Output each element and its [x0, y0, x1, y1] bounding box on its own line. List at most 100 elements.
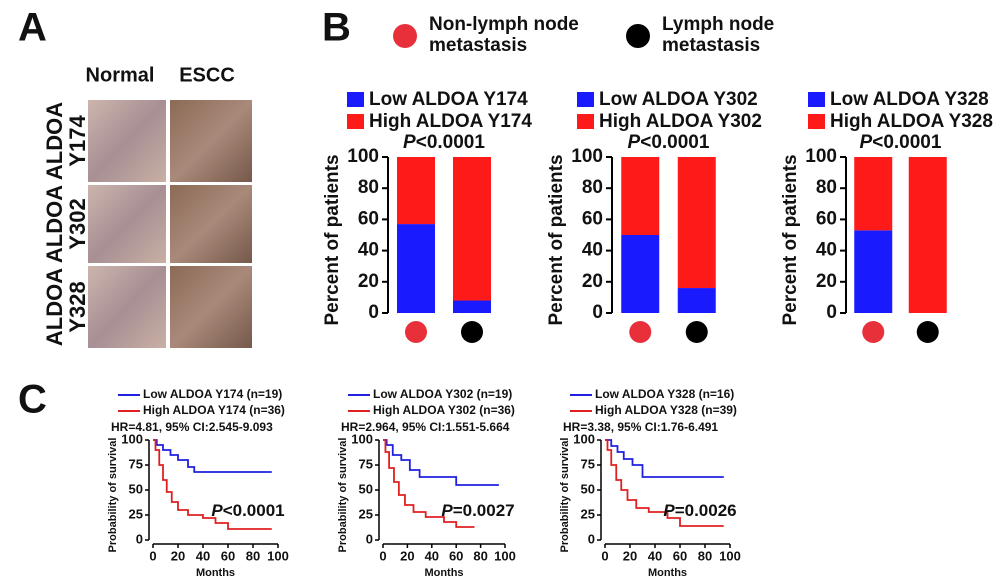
- legend-marker: [393, 24, 417, 48]
- p-value: P=0.0027: [441, 501, 514, 520]
- legend-label: Low ALDOA Y328: [830, 89, 989, 110]
- p-symbol: P: [211, 501, 223, 520]
- x-tick-label: 20: [171, 548, 185, 563]
- y-tick-label: 40: [358, 240, 379, 261]
- legend-label: metastasis: [429, 35, 527, 56]
- y-tick-label: 75: [359, 456, 373, 471]
- x-axis-label: Months: [424, 567, 463, 579]
- y-axis-label: Probability of survival: [107, 438, 119, 553]
- legend-label: High ALDOA Y328: [830, 111, 993, 132]
- category-marker: [862, 321, 885, 343]
- p-text: <0.0001: [416, 132, 486, 153]
- survival-curve: [383, 439, 475, 528]
- y-tick-label: 100: [121, 431, 143, 446]
- x-tick-label: 20: [400, 548, 414, 563]
- legend-label: High ALDOA Y302 (n=36): [373, 403, 515, 417]
- x-tick-label: 0: [379, 548, 386, 563]
- p-symbol: P: [403, 132, 416, 153]
- y-axis-label: Percent of patients: [546, 154, 567, 325]
- legend-label: Low ALDOA Y302 (n=19): [373, 387, 512, 401]
- y-tick-label: 20: [816, 271, 837, 292]
- ihc-image: [170, 100, 252, 182]
- legend-swatch: [347, 92, 364, 107]
- y-tick-label: 0: [368, 302, 379, 323]
- y-tick-label: 0: [588, 531, 595, 546]
- x-tick-label: 100: [719, 548, 741, 563]
- legend-label: metastasis: [662, 35, 760, 56]
- x-tick-label: 100: [267, 548, 289, 563]
- y-axis-label: Probability of survival: [559, 438, 571, 553]
- legend-swatch: [577, 114, 594, 129]
- bar-segment: [854, 157, 893, 231]
- x-tick-label: 100: [494, 548, 516, 563]
- row-label: Y302: [65, 198, 90, 249]
- bar-segment: [621, 235, 660, 313]
- survival-curve: [605, 439, 724, 527]
- bar-segment: [397, 224, 435, 313]
- p-value: P<0.0001: [628, 132, 710, 153]
- legend-label: Non-lymph node: [429, 14, 579, 35]
- x-tick-label: 60: [221, 548, 235, 563]
- y-axis-label: Percent of patients: [322, 154, 343, 325]
- x-tick-label: 60: [449, 548, 463, 563]
- hr-annotation: HR=4.81, 95% CI:2.545-9.093: [111, 420, 273, 434]
- x-tick-label: 80: [473, 548, 487, 563]
- ihc-image: [88, 100, 166, 182]
- p-symbol: P: [663, 501, 675, 520]
- ihc-images: [88, 100, 252, 348]
- y-tick-label: 20: [358, 271, 379, 292]
- bar-segment: [453, 157, 491, 301]
- p-text: =0.0027: [453, 501, 515, 520]
- legend-swatch: [808, 114, 825, 129]
- legend-swatch: [577, 92, 594, 107]
- category-marker: [685, 321, 708, 343]
- legend-label: Low ALDOA Y174 (n=19): [143, 387, 282, 401]
- p-symbol: P: [441, 501, 453, 520]
- y-tick-label: 80: [358, 177, 379, 198]
- y-tick-label: 40: [582, 240, 603, 261]
- survival-curve: [383, 439, 499, 486]
- ihc-image: [170, 185, 252, 263]
- panel-label: A: [18, 6, 47, 50]
- p-symbol: P: [860, 132, 873, 153]
- legend-label: Lymph node: [662, 14, 774, 35]
- legend-swatch: [808, 92, 825, 107]
- y-tick-label: 20: [582, 271, 603, 292]
- x-axis-label: Months: [196, 567, 235, 579]
- row-label: ALDOA: [42, 102, 67, 180]
- y-tick-label: 50: [359, 481, 373, 496]
- bar-segment: [677, 288, 716, 313]
- y-tick-label: 0: [592, 302, 603, 323]
- hr-annotation: HR=3.38, 95% CI:1.76-6.491: [563, 420, 718, 434]
- y-tick-label: 60: [816, 208, 837, 229]
- legend-label: Low ALDOA Y328 (n=16): [595, 387, 734, 401]
- survival-curve: [605, 439, 724, 478]
- y-axis-label: Probability of survival: [337, 438, 349, 553]
- bar-segment: [854, 230, 893, 313]
- y-tick-label: 25: [129, 506, 143, 521]
- x-tick-label: 40: [425, 548, 439, 563]
- x-tick-label: 60: [673, 548, 687, 563]
- y-tick-label: 100: [573, 431, 595, 446]
- p-text: <0.0001: [223, 501, 285, 520]
- y-tick-label: 0: [826, 302, 837, 323]
- legend-label: Low ALDOA Y302: [599, 89, 758, 110]
- bar-segment: [908, 157, 947, 313]
- y-tick-label: 50: [129, 481, 143, 496]
- p-value: P=0.0026: [663, 501, 736, 520]
- y-tick-label: 75: [581, 456, 595, 471]
- p-text: <0.0001: [640, 132, 710, 153]
- category-marker: [405, 321, 427, 343]
- category-marker: [629, 321, 652, 343]
- y-tick-label: 50: [581, 481, 595, 496]
- y-tick-label: 100: [571, 146, 603, 167]
- ihc-image: [88, 266, 166, 348]
- x-axis-label: Months: [648, 567, 687, 579]
- column-label: ESCC: [179, 64, 235, 86]
- survival-curve: [153, 439, 272, 530]
- legend-label: High ALDOA Y328 (n=39): [595, 403, 737, 417]
- row-label: Y174: [65, 115, 90, 167]
- panel-label: C: [18, 378, 47, 422]
- y-tick-label: 80: [816, 177, 837, 198]
- row-label: ALDOA: [42, 268, 67, 346]
